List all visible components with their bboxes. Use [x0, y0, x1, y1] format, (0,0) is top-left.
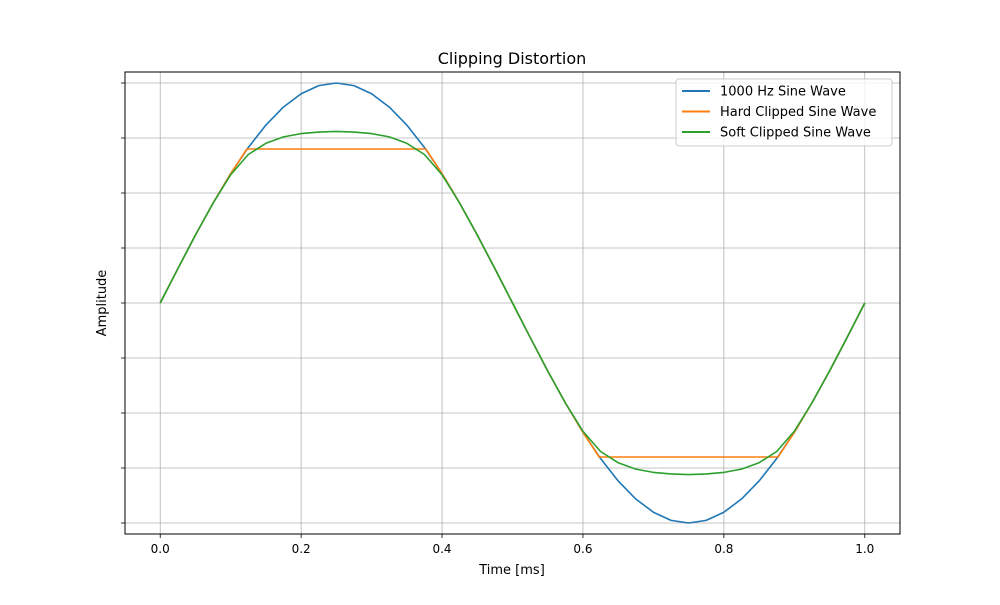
plot-area-frame [124, 71, 901, 535]
y-axis-label: Amplitude [95, 270, 110, 337]
x-tick-label: 0.2 [292, 542, 311, 556]
x-tick-label: 0.0 [151, 542, 170, 556]
x-tick-label: 0.6 [573, 542, 592, 556]
x-tick-label: 0.4 [432, 542, 451, 556]
legend-label: 1000 Hz Sine Wave [720, 85, 846, 100]
legend-frame [675, 78, 893, 147]
legend-label: Hard Clipped Sine Wave [720, 105, 876, 120]
x-axis-label: Time [ms] [478, 563, 545, 578]
axis-ticks: 0.0 0.2 0.4 0.6 0.8 1.0 [121, 82, 874, 556]
series-line-3 [159, 130, 866, 476]
x-tick-label: 0.8 [714, 542, 733, 556]
legend: 1000 Hz Sine Wave Hard Clipped Sine Wave S… [675, 78, 893, 147]
x-tick-label: 1.0 [855, 542, 874, 556]
chart-title: Clipping Distortion [438, 49, 587, 68]
legend-label: Soft Clipped Sine Wave [720, 126, 871, 141]
series-lines [159, 82, 866, 524]
